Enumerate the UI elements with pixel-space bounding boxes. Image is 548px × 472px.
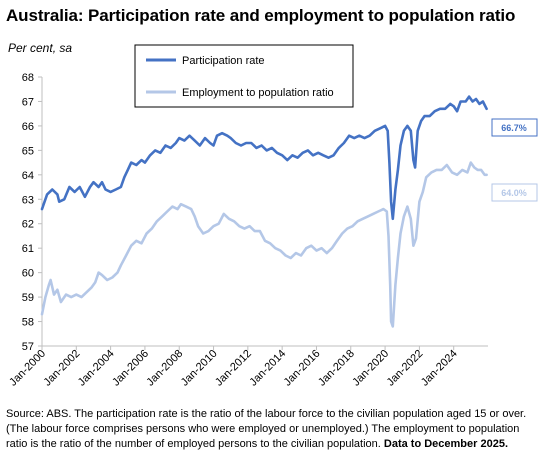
- chart-title: Australia: Participation rate and employ…: [6, 6, 516, 25]
- line-chart: 57 58 59 60 61 62 63 64 65 66 67 68 Jan-2000Jan-2002…: [7, 44, 538, 389]
- data-note: Data to December 2025.: [383, 438, 509, 450]
- end-label-box: [491, 118, 538, 137]
- x-tick-label: Jan-2016: [282, 348, 323, 389]
- legend-label: Participation rate: [182, 55, 265, 67]
- y-tick-label: 68: [22, 72, 34, 84]
- x-tick-label: Jan-2010: [179, 348, 220, 389]
- end-label-value: 66.7%: [501, 123, 527, 133]
- x-tick-label: Jan-2012: [213, 348, 254, 389]
- x-tick-label: Jan-2000: [7, 348, 48, 389]
- source-note: Source: ABS. The participation rate is t…: [6, 407, 542, 452]
- y-tick-label: 64: [22, 170, 34, 182]
- y-tick-label: 61: [22, 243, 34, 255]
- x-tick-label: Jan-2024: [419, 348, 460, 389]
- end-label-value: 64.0%: [501, 188, 527, 198]
- x-tick-label: Jan-2020: [350, 348, 391, 389]
- y-axis-unit-label: Per cent, sa: [8, 41, 73, 55]
- x-tick-label: Jan-2002: [42, 348, 83, 389]
- x-tick-label: Jan-2014: [247, 348, 288, 389]
- end-label-box: [491, 183, 538, 202]
- series-lines: [40, 95, 488, 328]
- y-tick-label: 57: [22, 341, 34, 353]
- legend-box: [134, 44, 354, 108]
- y-tick-label: 65: [22, 145, 34, 157]
- y-tick-label: 59: [22, 292, 34, 304]
- legend: Participation rate Employment to populati…: [134, 44, 354, 108]
- y-tick-label: 58: [22, 317, 34, 329]
- series-line-participation-rate: [40, 95, 488, 221]
- x-tick-label: Jan-2018: [316, 348, 357, 389]
- series-line-employment-to-population-ratio: [40, 161, 488, 328]
- y-tick-label: 62: [22, 219, 34, 231]
- x-tick-label: Jan-2008: [144, 348, 185, 389]
- x-tick-label: Jan-2004: [76, 348, 117, 389]
- end-labels: 66.7% 64.0%: [491, 118, 538, 202]
- y-tick-label: 63: [22, 194, 34, 206]
- legend-label: Employment to population ratio: [182, 87, 334, 99]
- y-tick-label: 67: [22, 96, 34, 108]
- y-tick-label: 60: [22, 268, 34, 280]
- source-text: Source: ABS. The participation rate is t…: [6, 408, 527, 450]
- y-tick-label: 66: [22, 121, 34, 133]
- x-tick-label: Jan-2006: [110, 348, 151, 389]
- x-tick-label: Jan-2022: [385, 348, 426, 389]
